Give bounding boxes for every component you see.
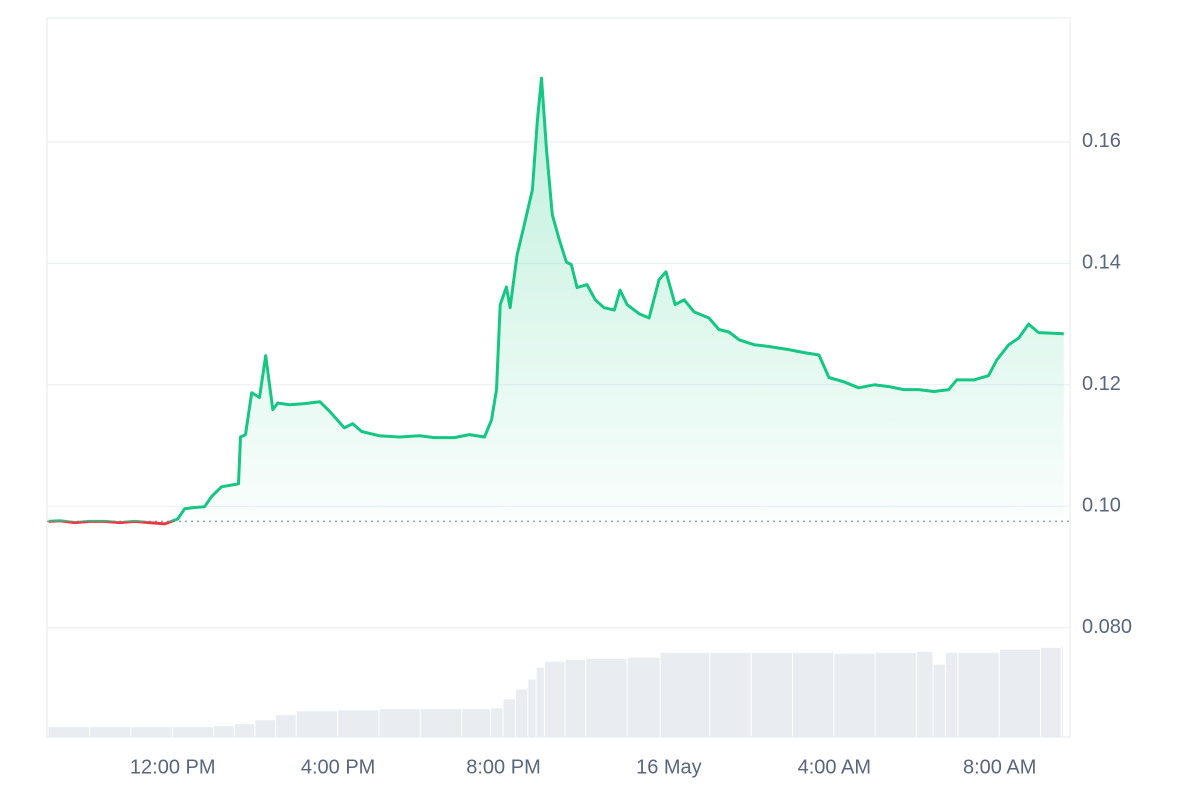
y-tick-label: 0.14 bbox=[1082, 252, 1121, 274]
x-tick-label: 8:00 PM bbox=[466, 756, 540, 778]
x-tick-label: 4:00 PM bbox=[301, 756, 375, 778]
volume-bar bbox=[515, 689, 528, 737]
volume-bar bbox=[379, 709, 420, 737]
y-tick-label: 0.12 bbox=[1082, 373, 1121, 395]
volume-bar bbox=[255, 720, 276, 737]
volume-bar bbox=[875, 652, 917, 737]
volume-bar bbox=[90, 727, 131, 737]
volume-bar bbox=[131, 727, 172, 737]
volume-bar bbox=[338, 710, 379, 737]
x-tick-label: 8:00 AM bbox=[963, 756, 1036, 778]
volume-bar bbox=[586, 658, 627, 737]
volume-bar bbox=[565, 659, 586, 737]
volume-bar bbox=[917, 651, 933, 737]
volume-bar bbox=[420, 709, 462, 737]
volume-bar bbox=[234, 724, 255, 737]
volume-bar bbox=[792, 652, 834, 737]
volume-bar bbox=[296, 711, 338, 737]
volume-bar bbox=[276, 715, 296, 737]
volume-bar bbox=[933, 664, 945, 737]
x-tick-label: 16 May bbox=[636, 756, 702, 778]
volume-bar bbox=[544, 661, 565, 737]
x-tick-label: 4:00 AM bbox=[798, 756, 871, 778]
y-tick-label: 0.16 bbox=[1082, 130, 1121, 152]
volume-bar bbox=[491, 708, 503, 737]
y-tick-label: 0.080 bbox=[1082, 616, 1132, 638]
volume-bar bbox=[945, 652, 958, 737]
y-tick-label: 0.10 bbox=[1082, 495, 1121, 517]
x-tick-label: 12:00 PM bbox=[130, 756, 216, 778]
price-line-up bbox=[48, 76, 1064, 522]
volume-bar bbox=[627, 657, 660, 737]
volume-bar bbox=[214, 726, 234, 737]
volume-bar bbox=[710, 652, 751, 737]
volume-bar bbox=[958, 652, 999, 737]
price-area bbox=[48, 78, 1064, 522]
volume-bar bbox=[1041, 647, 1061, 737]
volume-bar bbox=[999, 649, 1041, 737]
volume-bar bbox=[660, 652, 710, 737]
volume-bar bbox=[503, 699, 515, 737]
volume-bar bbox=[462, 709, 491, 737]
volume-bar bbox=[172, 727, 214, 737]
volume-bar bbox=[751, 652, 792, 737]
volume-bar bbox=[48, 727, 90, 737]
volume-bar bbox=[1061, 645, 1063, 737]
volume-bar bbox=[536, 667, 544, 737]
volume-bar bbox=[528, 679, 536, 737]
volume-bar bbox=[834, 653, 875, 737]
